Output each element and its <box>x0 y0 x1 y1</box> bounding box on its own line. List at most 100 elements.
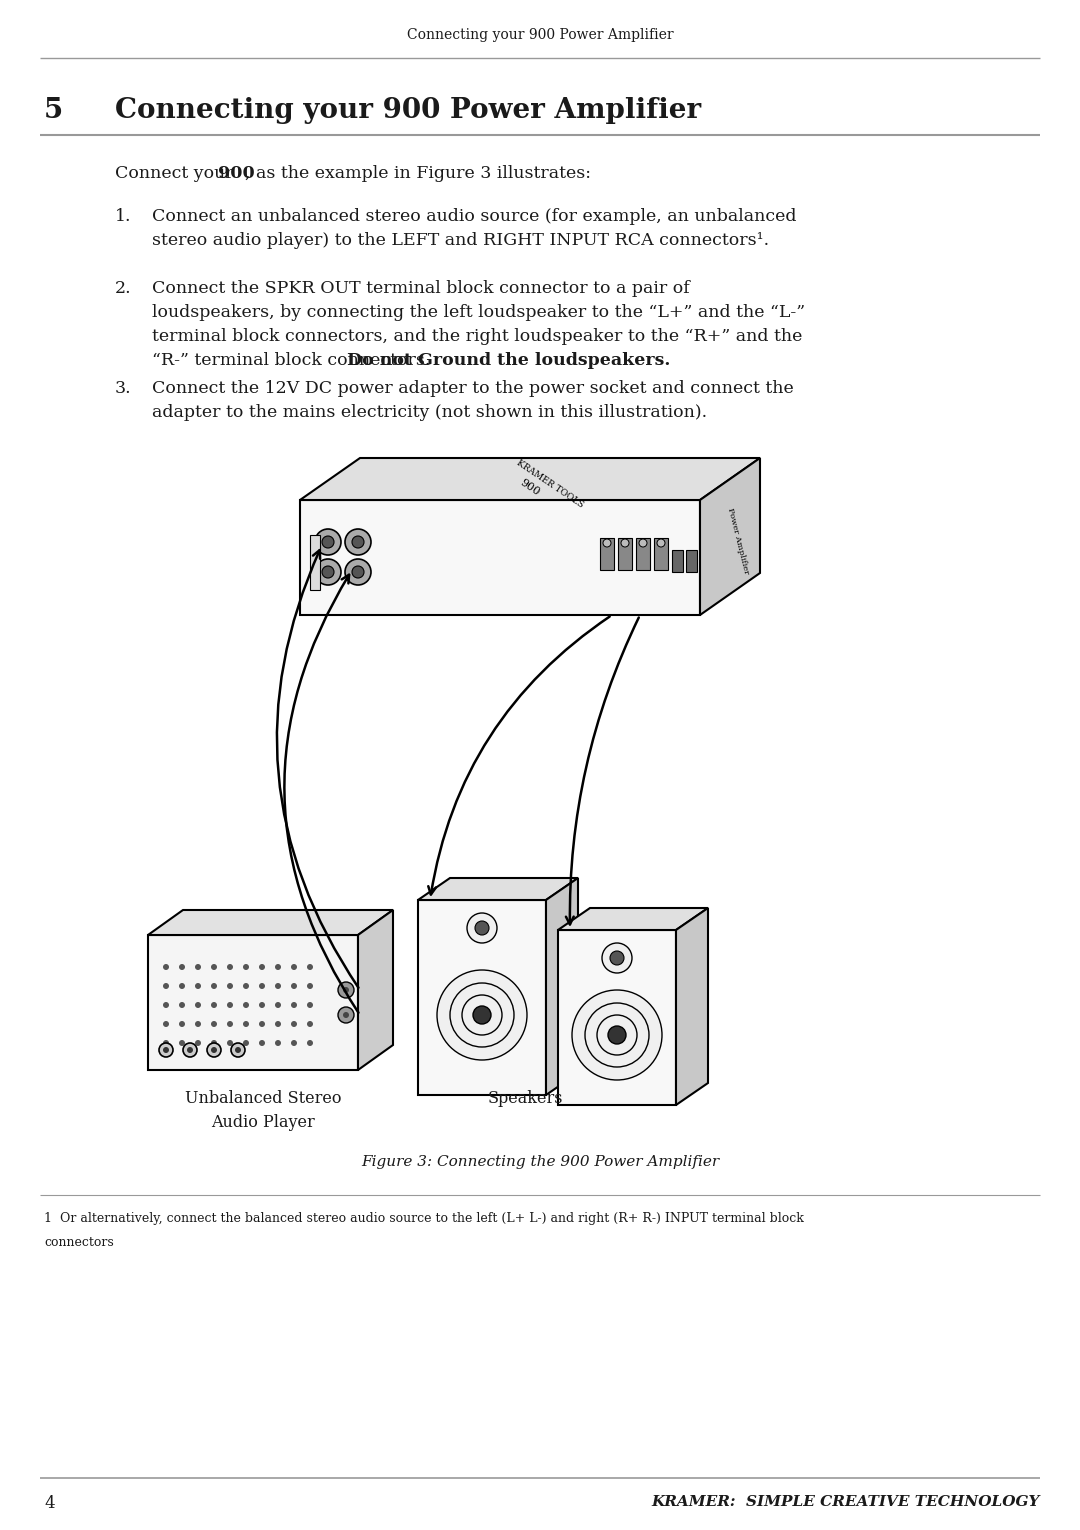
Circle shape <box>610 952 624 965</box>
Circle shape <box>259 982 265 988</box>
Bar <box>618 539 632 571</box>
Circle shape <box>307 964 313 970</box>
Circle shape <box>621 539 629 548</box>
Circle shape <box>338 982 354 998</box>
Circle shape <box>475 921 489 935</box>
Circle shape <box>243 1040 249 1047</box>
Text: 5: 5 <box>44 96 64 124</box>
Circle shape <box>227 1040 233 1047</box>
Circle shape <box>291 1021 297 1027</box>
Circle shape <box>603 539 611 548</box>
Circle shape <box>352 566 364 578</box>
Circle shape <box>163 1021 168 1027</box>
Text: Audio Player: Audio Player <box>211 1114 315 1131</box>
Text: Figure 3: Connecting the 900 Power Amplifier: Figure 3: Connecting the 900 Power Ampli… <box>361 1155 719 1169</box>
Circle shape <box>207 1043 221 1057</box>
Text: KRAMER:  SIMPLE CREATIVE TECHNOLOGY: KRAMER: SIMPLE CREATIVE TECHNOLOGY <box>651 1495 1040 1509</box>
Circle shape <box>259 1021 265 1027</box>
Text: 1.: 1. <box>114 208 132 225</box>
Circle shape <box>322 566 334 578</box>
Bar <box>686 549 697 572</box>
Circle shape <box>159 1043 173 1057</box>
Circle shape <box>179 964 185 970</box>
Text: 900: 900 <box>518 477 542 497</box>
Text: Connecting your 900 Power Amplifier: Connecting your 900 Power Amplifier <box>114 96 701 124</box>
Circle shape <box>291 982 297 988</box>
Circle shape <box>275 1040 281 1047</box>
Text: Unbalanced Stereo: Unbalanced Stereo <box>185 1089 341 1108</box>
Bar <box>600 539 615 571</box>
Circle shape <box>179 982 185 988</box>
Polygon shape <box>418 900 546 1095</box>
Polygon shape <box>700 457 760 615</box>
Circle shape <box>259 1040 265 1047</box>
Polygon shape <box>357 910 393 1069</box>
Text: loudspeakers, by connecting the left loudspeaker to the “L+” and the “L-”: loudspeakers, by connecting the left lou… <box>152 304 805 321</box>
Text: Connecting your 900 Power Amplifier: Connecting your 900 Power Amplifier <box>407 28 673 41</box>
Circle shape <box>639 539 647 548</box>
Text: connectors: connectors <box>44 1236 113 1248</box>
Circle shape <box>243 1021 249 1027</box>
Circle shape <box>211 1002 217 1008</box>
Circle shape <box>163 1002 168 1008</box>
Polygon shape <box>148 935 357 1069</box>
Circle shape <box>608 1027 626 1043</box>
Text: stereo audio player) to the LEFT and RIGHT INPUT RCA connectors¹.: stereo audio player) to the LEFT and RIG… <box>152 233 769 249</box>
Circle shape <box>187 1047 193 1053</box>
Circle shape <box>307 1040 313 1047</box>
Text: 3.: 3. <box>114 379 132 396</box>
Bar <box>636 539 650 571</box>
Circle shape <box>227 1021 233 1027</box>
Text: Do not Ground the loudspeakers.: Do not Ground the loudspeakers. <box>347 352 671 369</box>
Circle shape <box>345 529 372 555</box>
Bar <box>654 539 669 571</box>
Bar <box>672 549 683 572</box>
Circle shape <box>183 1043 197 1057</box>
Circle shape <box>211 1047 217 1053</box>
Text: 2.: 2. <box>114 280 132 297</box>
Circle shape <box>473 1007 491 1024</box>
Circle shape <box>243 1002 249 1008</box>
Circle shape <box>227 1002 233 1008</box>
Circle shape <box>437 970 527 1060</box>
Circle shape <box>163 964 168 970</box>
Circle shape <box>195 964 201 970</box>
Text: “R-” terminal block connectors.: “R-” terminal block connectors. <box>152 352 436 369</box>
Circle shape <box>211 1021 217 1027</box>
Circle shape <box>227 982 233 988</box>
Circle shape <box>275 1021 281 1027</box>
Circle shape <box>227 964 233 970</box>
Text: , as the example in Figure 3 illustrates:: , as the example in Figure 3 illustrates… <box>245 165 591 182</box>
Circle shape <box>338 1007 354 1024</box>
Circle shape <box>307 1021 313 1027</box>
Text: Connect your: Connect your <box>114 165 239 182</box>
Circle shape <box>163 1047 168 1053</box>
Circle shape <box>195 1002 201 1008</box>
Circle shape <box>211 1040 217 1047</box>
Circle shape <box>235 1047 241 1053</box>
Polygon shape <box>148 910 393 935</box>
Circle shape <box>343 1011 349 1017</box>
Circle shape <box>231 1043 245 1057</box>
Circle shape <box>602 942 632 973</box>
Circle shape <box>275 982 281 988</box>
Circle shape <box>291 964 297 970</box>
Text: Speakers: Speakers <box>487 1089 563 1108</box>
Circle shape <box>572 990 662 1080</box>
Text: 4: 4 <box>44 1495 55 1512</box>
Text: adapter to the mains electricity (not shown in this illustration).: adapter to the mains electricity (not sh… <box>152 404 707 421</box>
Polygon shape <box>546 878 578 1095</box>
Circle shape <box>179 1002 185 1008</box>
Circle shape <box>352 536 364 548</box>
Text: 900: 900 <box>218 165 255 182</box>
Circle shape <box>195 982 201 988</box>
Polygon shape <box>418 878 578 900</box>
Circle shape <box>195 1021 201 1027</box>
Circle shape <box>163 1040 168 1047</box>
Circle shape <box>195 1040 201 1047</box>
Circle shape <box>275 964 281 970</box>
Circle shape <box>657 539 665 548</box>
Circle shape <box>291 1040 297 1047</box>
Polygon shape <box>300 500 700 615</box>
Text: Connect the SPKR OUT terminal block connector to a pair of: Connect the SPKR OUT terminal block conn… <box>152 280 690 297</box>
